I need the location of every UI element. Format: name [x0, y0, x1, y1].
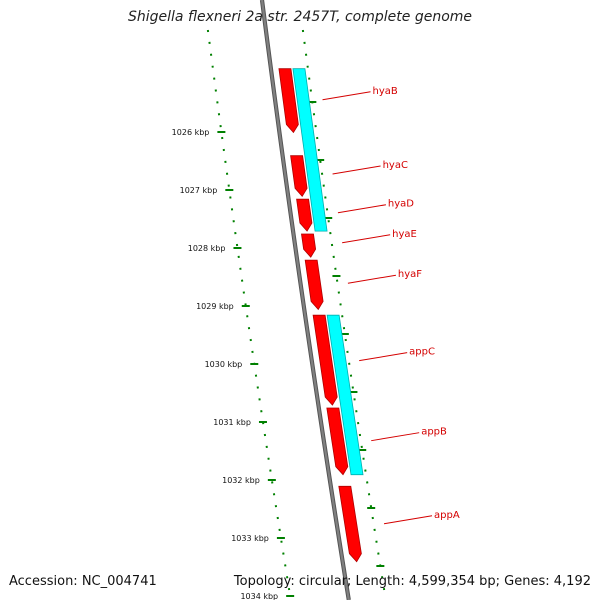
- gene-arrow: [304, 259, 324, 311]
- gene-label-leader: [347, 274, 396, 284]
- gene-label: hyaF: [398, 269, 422, 280]
- scale-tick-label: 1029 kbp: [196, 302, 234, 311]
- gene-label: appA: [434, 510, 460, 521]
- gene-arrow: [296, 198, 313, 232]
- gene-arrow: [278, 68, 299, 134]
- gene-arrow: [326, 407, 349, 476]
- accession-label: Accession: NC_004741: [9, 574, 157, 589]
- cds-band: [292, 68, 328, 232]
- gene-label-leader: [359, 352, 408, 362]
- cds-band: [326, 314, 364, 476]
- scale-tick-label: 1028 kbp: [188, 244, 226, 253]
- scale-tick-label: 1034 kbp: [240, 592, 278, 600]
- gene-label-leader: [332, 165, 381, 175]
- gene-label: hyaB: [373, 86, 398, 97]
- scale-tick-label: 1027 kbp: [180, 186, 218, 195]
- gene-label: appC: [409, 347, 435, 358]
- scale-tick-label: 1031 kbp: [213, 418, 251, 427]
- gene-arrow: [290, 155, 308, 197]
- gene-label-leader: [322, 91, 371, 101]
- gene-label-leader: [371, 432, 420, 442]
- scale-tick-label: 1026 kbp: [172, 128, 210, 137]
- gene-label: hyaC: [383, 160, 408, 171]
- map-title: Shigella flexneri 2a str. 2457T, complet…: [127, 9, 473, 25]
- gene-label-leader: [337, 204, 387, 214]
- gene-label-leader: [342, 234, 391, 244]
- genome-backbone-highlight: [260, 0, 350, 600]
- scale-tick-label: 1030 kbp: [205, 360, 243, 369]
- gene-label-leader: [383, 515, 433, 525]
- gene-label: appB: [421, 427, 447, 438]
- gene-label: hyaD: [388, 199, 414, 210]
- gene-arrow: [338, 485, 362, 563]
- genome-summary: Topology: circular; Length: 4,599,354 bp…: [233, 574, 591, 589]
- gene-label: hyaE: [392, 229, 417, 240]
- scale-tick-label: 1033 kbp: [231, 534, 269, 543]
- scale-tick-label: 1032 kbp: [222, 476, 260, 485]
- gene-arrow: [301, 233, 317, 258]
- gene-arrow: [312, 314, 338, 406]
